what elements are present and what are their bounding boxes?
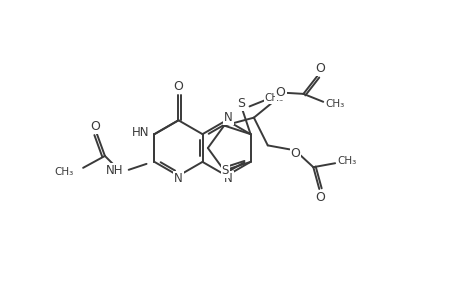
Text: N: N	[224, 172, 232, 185]
Text: N: N	[224, 111, 232, 124]
Text: O: O	[90, 120, 100, 133]
Text: CH₃: CH₃	[325, 99, 344, 109]
Text: O: O	[290, 147, 300, 160]
Text: CH₃: CH₃	[336, 156, 356, 166]
Text: HN: HN	[132, 126, 149, 139]
Text: N: N	[174, 172, 183, 185]
Text: O: O	[315, 61, 325, 75]
Text: CH₃: CH₃	[264, 94, 283, 103]
Text: O: O	[275, 86, 285, 99]
Text: O: O	[315, 191, 325, 204]
Text: NH: NH	[106, 164, 123, 177]
Text: CH₃: CH₃	[54, 167, 73, 177]
Text: S: S	[236, 97, 244, 110]
Text: S: S	[221, 164, 228, 177]
Text: O: O	[173, 80, 183, 93]
